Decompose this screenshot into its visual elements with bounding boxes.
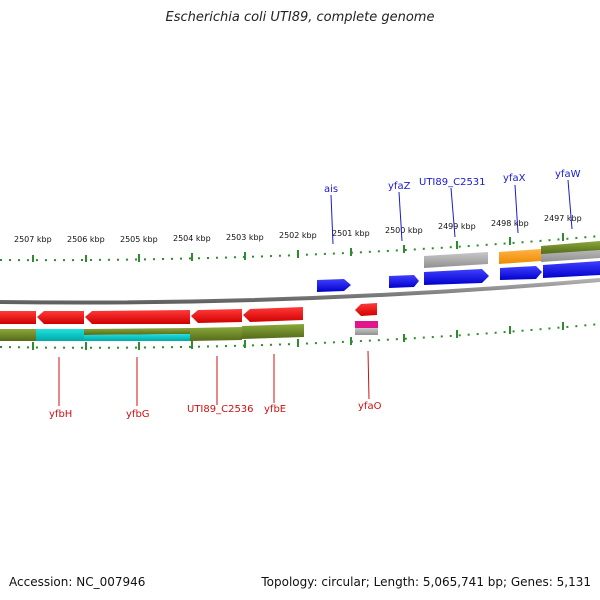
- gene-arrow-yfaX: [500, 266, 542, 280]
- gene-arrow-yfbH: [0, 311, 36, 324]
- major-ticks-upper: [32, 233, 564, 262]
- top-gene-leaders: [330, 179, 573, 245]
- gene-label-yfaZ: yfaZ: [388, 181, 411, 192]
- tick-label-2502: 2502 kbp: [279, 231, 317, 240]
- gene-label-yfbH: yfbH: [49, 409, 72, 420]
- feature-magenta: [355, 321, 378, 328]
- tick-label-2506: 2506 kbp: [67, 235, 105, 244]
- gene-arrow-yfbG: [85, 310, 190, 324]
- gene-arrow-UTI89_C2536: [191, 309, 242, 323]
- feature-cyan-2: [84, 334, 190, 341]
- feature-olive-bottom-1: [0, 329, 36, 341]
- tick-label-2503: 2503 kbp: [226, 233, 264, 242]
- tick-label-2498: 2498 kbp: [491, 219, 529, 228]
- tick-label-2504: 2504 kbp: [173, 234, 211, 243]
- topology-text: Topology: circular; Length: 5,065,741 bp…: [261, 575, 591, 589]
- major-ticks-lower: [32, 322, 564, 350]
- tick-label-2501: 2501 kbp: [332, 229, 370, 238]
- gene-label-yfbG: yfbG: [126, 409, 150, 420]
- gene-arrow-yfbE: [243, 307, 303, 322]
- feature-olive-bottom-2: [84, 328, 190, 335]
- feature-orange: [499, 249, 541, 264]
- map-title: Escherichia coli UTI89, complete genome: [165, 10, 435, 25]
- plus-strand-features: [317, 241, 600, 292]
- feature-olive-top: [541, 241, 600, 254]
- top-gene-labels: ais yfaZ UTI89_C2531 yfaX yfaW: [324, 169, 581, 195]
- bottom-gene-leaders: [58, 350, 370, 406]
- tick-label-2500: 2500 kbp: [385, 226, 423, 235]
- kbp-tick-labels: 2507 kbp 2506 kbp 2505 kbp 2504 kbp 2503…: [14, 214, 582, 244]
- feature-olive-bottom-4: [242, 324, 304, 339]
- gene-arrow-yfbH-head: [37, 311, 84, 324]
- gene-label-UTI89_C2536: UTI89_C2536: [187, 404, 254, 415]
- tick-label-2499: 2499 kbp: [438, 222, 476, 231]
- feature-cyan-1: [36, 329, 84, 341]
- accession-text: Accession: NC_007946: [9, 575, 146, 589]
- bottom-gene-labels: yfbH yfbG UTI89_C2536 yfbE yfaO: [49, 401, 382, 420]
- gene-label-yfaO: yfaO: [358, 401, 382, 412]
- gene-label-ais: ais: [324, 184, 338, 195]
- gene-label-UTI89_C2531: UTI89_C2531: [419, 177, 486, 188]
- feature-gray-1: [424, 252, 488, 268]
- feature-gray-small: [355, 328, 378, 335]
- minus-strand-features: [0, 303, 378, 341]
- gene-label-yfaW: yfaW: [555, 169, 581, 180]
- gene-arrow-ais: [317, 279, 351, 292]
- tick-label-2505: 2505 kbp: [120, 235, 158, 244]
- tick-label-2497: 2497 kbp: [544, 214, 582, 223]
- gene-arrow-yfaZ: [389, 275, 419, 288]
- gene-label-yfbE: yfbE: [264, 404, 286, 415]
- gene-arrow-yfaW: [543, 261, 600, 278]
- tick-label-2507: 2507 kbp: [14, 235, 52, 244]
- gene-arrow-yfaO: [355, 303, 377, 316]
- feature-olive-bottom-3: [190, 327, 242, 341]
- gene-arrow-UTI89_C2531: [424, 269, 489, 285]
- gene-label-yfaX: yfaX: [503, 173, 526, 184]
- genome-backbone: [0, 278, 600, 305]
